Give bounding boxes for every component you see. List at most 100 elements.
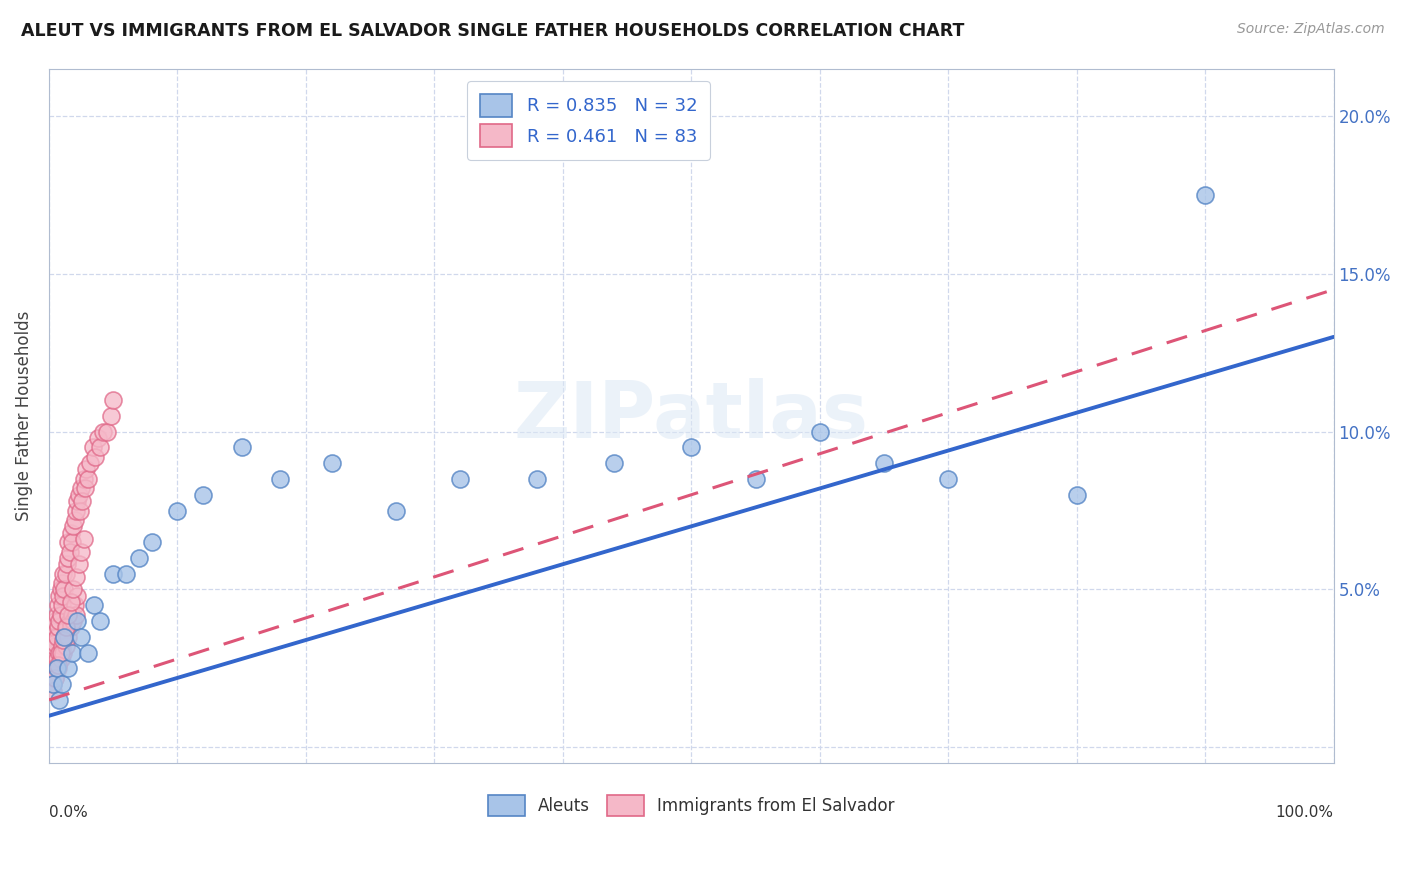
Text: Source: ZipAtlas.com: Source: ZipAtlas.com (1237, 22, 1385, 37)
Point (46, 620, 69, 634)
Point (84, 450, 107, 464)
Point (89, 614, 111, 628)
Point (1194, 187, 1216, 202)
Text: ALEUT VS IMMIGRANTS FROM EL SALVADOR SINGLE FATHER HOUSEHOLDS CORRELATION CHART: ALEUT VS IMMIGRANTS FROM EL SALVADOR SIN… (21, 22, 965, 40)
Point (55, 640, 77, 654)
Point (44, 614, 66, 628)
Point (91, 425, 114, 439)
Point (82, 441, 104, 455)
Point (41, 671, 63, 685)
Point (51, 576, 73, 591)
Point (52, 566, 75, 581)
Point (67, 488, 90, 502)
Point (681, 441, 703, 455)
Point (48, 589, 70, 603)
Point (385, 503, 408, 517)
Point (115, 566, 138, 581)
Point (73, 482, 96, 496)
Point (808, 425, 831, 439)
Point (87, 431, 110, 445)
Point (42, 677, 65, 691)
Point (42, 620, 65, 634)
Point (79, 456, 101, 470)
Point (42, 677, 65, 691)
Y-axis label: Single Father Households: Single Father Households (15, 310, 32, 521)
Point (65, 503, 87, 517)
Point (603, 456, 626, 470)
Point (51, 599, 73, 613)
Point (1066, 488, 1088, 502)
Point (59, 620, 82, 634)
Point (44, 671, 66, 685)
Text: 0.0%: 0.0% (49, 805, 87, 820)
Point (48, 646, 70, 660)
Point (45, 661, 67, 675)
Point (42, 630, 65, 644)
Point (58, 661, 80, 675)
Point (58, 535, 80, 549)
Point (269, 472, 291, 486)
Point (65, 570, 87, 584)
Point (70, 482, 93, 496)
Point (141, 535, 163, 549)
Point (56, 558, 79, 572)
Point (63, 599, 86, 613)
Point (75, 462, 97, 476)
Point (42, 652, 65, 666)
Point (744, 472, 766, 486)
Point (58, 544, 80, 558)
Point (59, 525, 82, 540)
Point (46, 599, 69, 613)
Point (49, 582, 72, 597)
Point (42, 661, 65, 675)
Point (45, 607, 67, 622)
Point (58, 550, 80, 565)
Point (45, 652, 67, 666)
Point (231, 441, 253, 455)
Point (72, 494, 94, 508)
Point (53, 582, 76, 597)
Point (60, 646, 83, 660)
Point (63, 513, 86, 527)
Point (56, 620, 79, 634)
Point (52, 589, 75, 603)
Text: ZIPatlas: ZIPatlas (513, 378, 869, 454)
Point (45, 630, 67, 644)
Point (526, 472, 548, 486)
Point (70, 630, 93, 644)
Point (62, 582, 84, 597)
Point (49, 607, 72, 622)
Point (46, 658, 69, 673)
Point (49, 652, 72, 666)
Point (65, 607, 87, 622)
Point (53, 630, 76, 644)
Point (321, 456, 343, 470)
Point (76, 646, 98, 660)
Point (58, 614, 80, 628)
Point (66, 494, 89, 508)
Point (58, 607, 80, 622)
Point (89, 441, 111, 455)
Point (49, 646, 72, 660)
Point (449, 472, 471, 486)
Point (62, 614, 84, 628)
Point (166, 503, 188, 517)
Point (51, 677, 73, 691)
Point (66, 614, 89, 628)
Point (128, 550, 150, 565)
Point (39, 661, 62, 675)
Point (55, 566, 77, 581)
Point (62, 519, 84, 533)
Point (96, 425, 118, 439)
Point (83, 599, 105, 613)
Point (73, 532, 96, 546)
Point (55, 620, 77, 634)
Point (100, 409, 122, 423)
Point (873, 456, 896, 470)
Point (60, 607, 83, 622)
Point (42, 640, 65, 654)
Point (46, 661, 69, 675)
Point (52, 646, 75, 660)
Text: 100.0%: 100.0% (1275, 805, 1334, 820)
Point (41, 646, 63, 660)
